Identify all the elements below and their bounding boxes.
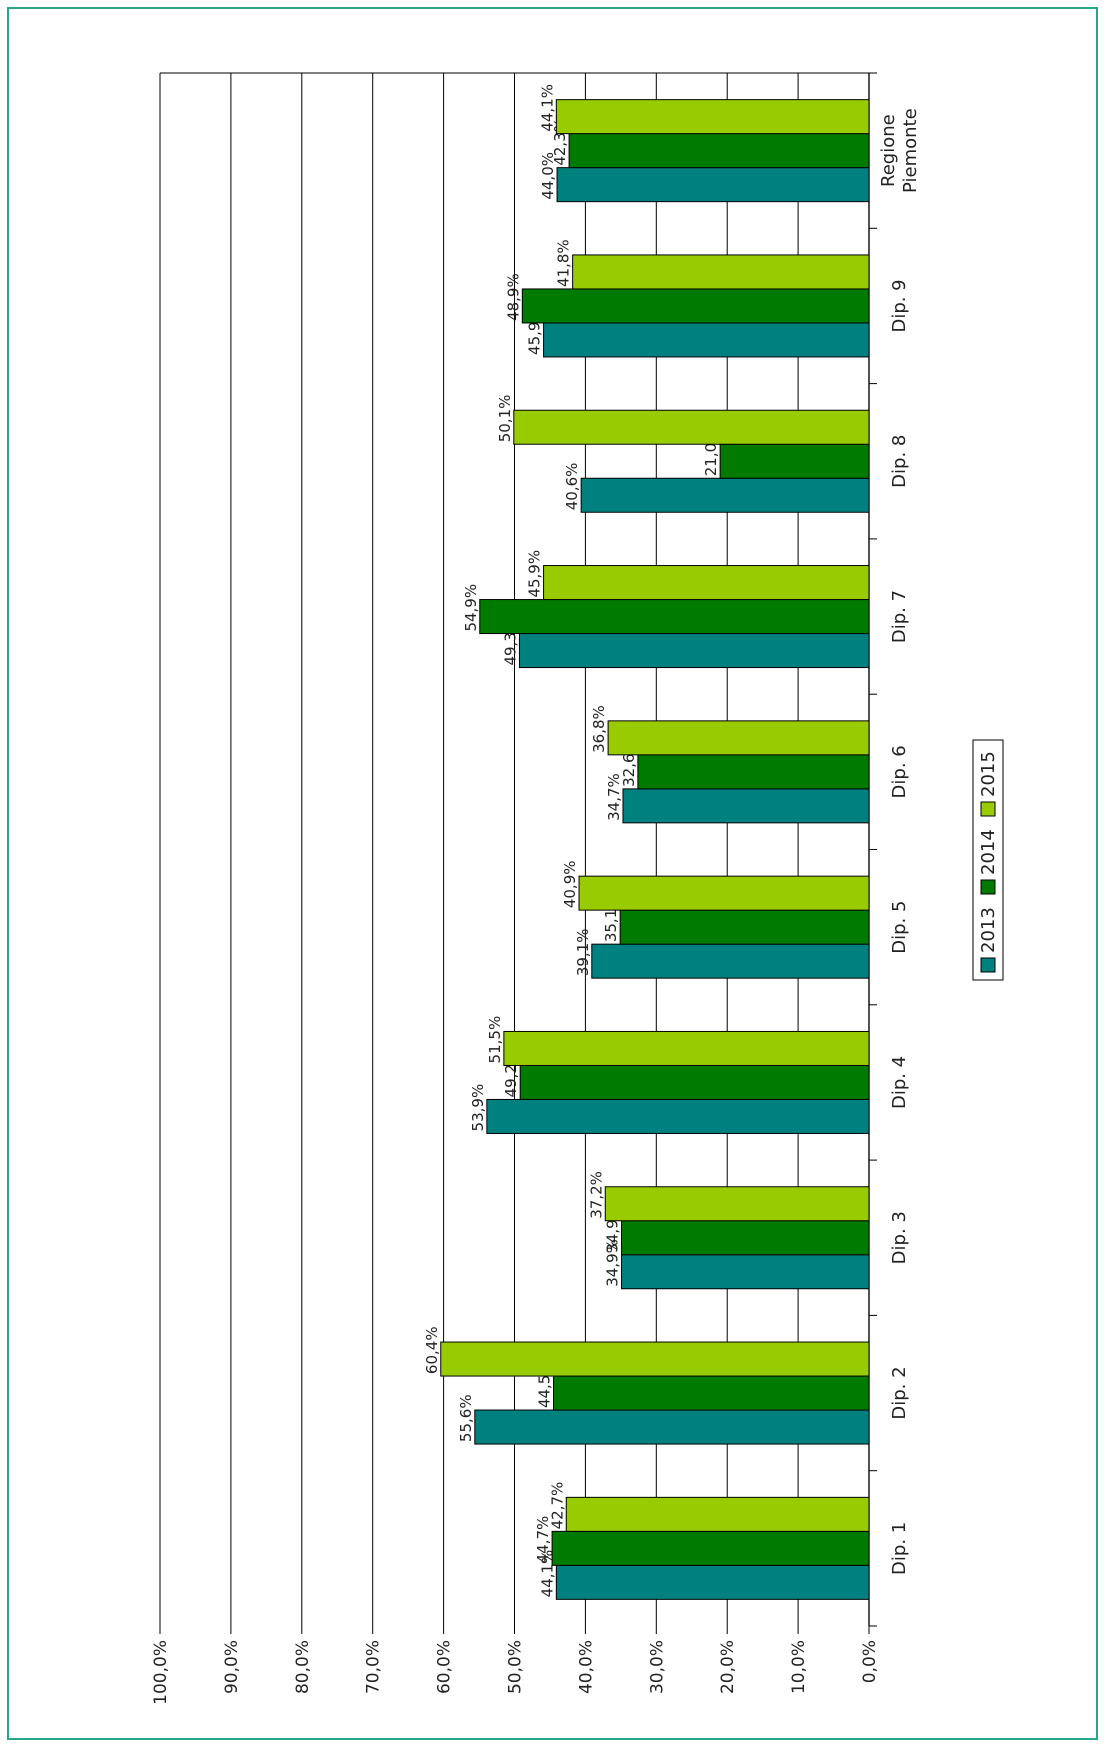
y-tick-label: 0,0%	[860, 1640, 880, 1683]
category-label: Dip. 1	[889, 1522, 910, 1575]
category-label: Dip. 8	[889, 435, 910, 488]
category-label: Dip. 2	[889, 1366, 910, 1419]
bar-2013	[556, 167, 870, 203]
chart-frame	[7, 7, 1098, 1740]
bar-2013	[474, 1409, 870, 1445]
bar-2014	[551, 1530, 870, 1566]
category-label: Dip. 4	[889, 1056, 910, 1109]
data-label: 53,9%	[469, 1084, 487, 1132]
data-label: 39,1%	[574, 928, 592, 976]
data-label: 60,4%	[423, 1326, 441, 1374]
bar-2014	[519, 1064, 870, 1100]
legend-label: 2015	[978, 751, 999, 797]
category-label: Piemonte	[900, 108, 921, 193]
y-tick-label: 100,0%	[151, 1640, 171, 1705]
bar-2014	[619, 909, 870, 945]
y-tick-label: 50,0%	[506, 1640, 526, 1694]
data-label: 51,5%	[486, 1016, 504, 1064]
category-label: Dip. 5	[889, 901, 910, 954]
bar-2013	[622, 788, 870, 824]
category-label: Dip. 6	[889, 745, 910, 798]
bar-2013	[543, 322, 870, 358]
data-label: 48,9%	[504, 273, 522, 321]
bar-2015	[513, 409, 870, 445]
data-label: 36,8%	[590, 705, 608, 753]
bar-2015	[565, 1496, 870, 1532]
bar-2014	[637, 754, 870, 790]
category-label: Dip. 9	[889, 279, 910, 332]
data-label: 44,0%	[539, 152, 557, 200]
y-tick-label: 70,0%	[364, 1640, 384, 1694]
bar-2013	[621, 1254, 870, 1290]
legend: 2013 2014 2015	[972, 739, 1004, 981]
y-tick-label: 40,0%	[576, 1640, 596, 1694]
bar-2015	[604, 1186, 870, 1222]
y-tick-label: 20,0%	[718, 1640, 738, 1694]
category-label: Regione	[878, 114, 899, 187]
legend-label: 2013	[978, 907, 999, 953]
data-label: 40,9%	[561, 860, 579, 908]
bar-2015	[440, 1341, 870, 1377]
bar-2014	[719, 443, 870, 479]
y-tick-label: 90,0%	[222, 1640, 242, 1694]
data-label: 34,9%	[604, 1239, 622, 1287]
y-tick-label: 10,0%	[789, 1640, 809, 1694]
bar-2013	[555, 1564, 870, 1600]
bar-2015	[555, 99, 870, 135]
legend-swatch-2015	[980, 801, 996, 817]
bar-2014	[479, 599, 870, 635]
bar-2013	[580, 477, 870, 513]
y-tick-label: 60,0%	[435, 1640, 455, 1694]
data-label: 40,6%	[563, 463, 581, 511]
bar-2014	[521, 288, 870, 324]
data-label: 42,7%	[548, 1482, 566, 1530]
legend-swatch-2013	[980, 957, 996, 973]
legend-swatch-2014	[980, 879, 996, 895]
bar-2015	[503, 1030, 870, 1066]
bar-2013	[518, 633, 870, 669]
data-label: 44,7%	[534, 1516, 552, 1564]
data-label: 34,7%	[605, 773, 623, 821]
category-label: Dip. 3	[889, 1211, 910, 1264]
bar-2015	[543, 565, 870, 601]
bar-2015	[607, 720, 870, 756]
data-label: 37,2%	[587, 1171, 605, 1219]
data-label: 55,6%	[457, 1394, 475, 1442]
legend-box	[972, 739, 1004, 981]
bar-2014	[568, 133, 870, 169]
y-tick-label: 80,0%	[293, 1640, 313, 1694]
bar-2014	[621, 1220, 870, 1256]
data-label: 54,9%	[462, 584, 480, 632]
y-tick-label: 30,0%	[647, 1640, 667, 1694]
data-label: 44,1%	[538, 84, 556, 132]
legend-label: 2014	[978, 829, 999, 875]
data-label: 50,1%	[496, 395, 514, 443]
bar-2014	[552, 1375, 870, 1411]
bar-2015	[572, 254, 870, 290]
data-label: 41,8%	[555, 239, 573, 287]
category-label: Dip. 7	[889, 590, 910, 643]
bar-2013	[591, 943, 870, 979]
bar-2015	[578, 875, 870, 911]
bar-2013	[486, 1098, 870, 1134]
data-label: 45,9%	[526, 550, 544, 598]
